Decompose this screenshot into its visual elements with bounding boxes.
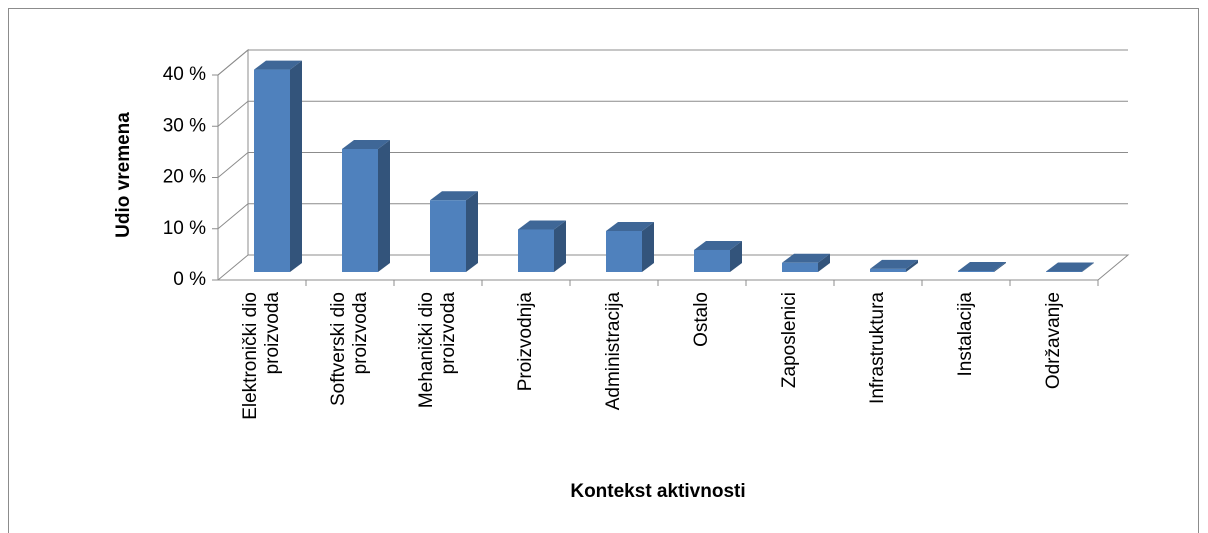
y-tick-label: 0 % [173,269,206,290]
y-tick-label: 30 % [163,115,206,136]
x-tick-label: Softverski dioproizvoda [328,292,371,406]
x-tick-label: Instalacija [955,292,976,377]
bar [1046,262,1094,272]
bar-top [606,222,654,231]
bar-side [730,240,742,272]
bar-side [466,191,478,272]
bar-top [342,140,390,149]
bar [782,253,830,272]
bar-top [958,261,1006,271]
x-tick-label: Administracija [603,292,624,411]
bar-front [870,268,906,272]
bar-top [870,259,918,269]
x-axis-title: Kontekst aktivnosti [570,481,745,502]
bar-top [430,191,478,201]
chart-border [8,8,1199,533]
grid-line [217,254,1128,281]
bar-side [906,259,918,272]
x-tick-label: Elektronički dioproizvoda [240,292,283,420]
y-axis-title: Udio vremena [113,112,134,238]
bar [430,191,478,272]
bar-front [782,262,818,272]
x-tick-label: Ostalo [691,292,712,347]
bar-front [958,270,994,272]
bar [254,60,302,272]
x-tick-label: Održavanje [1043,292,1064,389]
bar-front [606,231,642,272]
bar-top [694,240,742,250]
bar [958,261,1006,272]
grid-line [217,203,1128,230]
bar [342,140,390,272]
grid-line [217,100,1128,127]
bar-front [518,229,554,272]
bar-side [1082,262,1094,272]
y-tick-label: 10 % [163,218,206,239]
y-tick-label: 20 % [163,167,206,188]
bar-side [994,261,1006,272]
bar-side [378,140,390,272]
bar-top [518,220,566,230]
x-tick-label: Proizvodnja [515,292,536,392]
bar-side [642,222,654,272]
bar [518,220,566,272]
bar-front [254,69,290,272]
bar-top [782,253,830,263]
bar [694,240,742,272]
bar-top [1046,262,1094,272]
bar-front [430,200,466,272]
bar-front [694,249,730,272]
x-tick-label: Infrastruktura [867,292,888,404]
grid-line [217,152,1128,178]
bar-side [290,60,302,272]
bar [870,259,918,272]
x-tick-label: Mehanički dioproizvoda [416,292,459,409]
bar-front [1046,271,1082,272]
bar-side [554,220,566,272]
bar-top [254,60,302,70]
bar-front [342,149,378,272]
grid-line [217,49,1128,76]
y-tick-label: 40 % [163,64,206,85]
bar-side [818,253,830,272]
bar [606,222,654,272]
x-tick-label: Zaposlenici [779,292,800,388]
